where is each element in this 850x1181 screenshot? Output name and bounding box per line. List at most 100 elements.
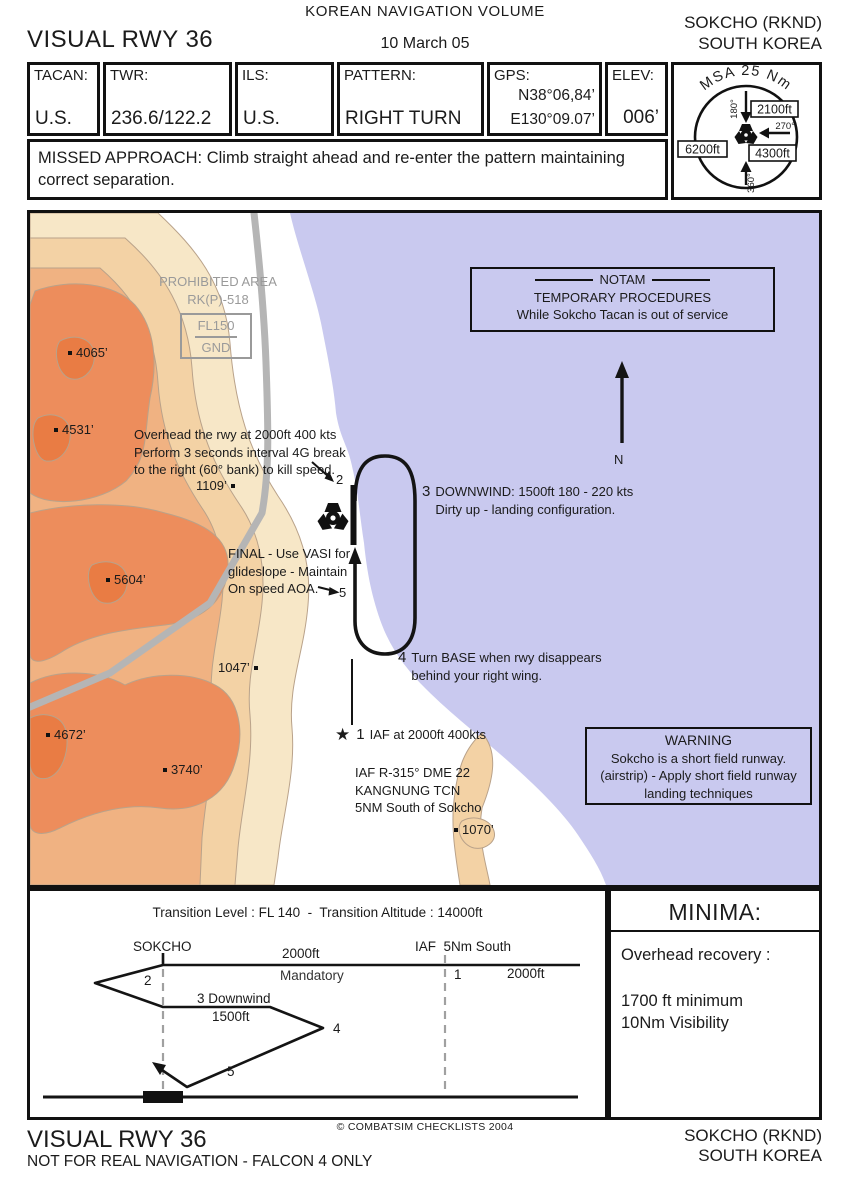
profile-1500ft-label: 1500ft	[212, 1009, 250, 1024]
gps-longitude: E130°09.07’	[510, 111, 595, 128]
msa-alt-4300-box	[748, 144, 797, 162]
elevation-label: 5604’	[114, 572, 146, 587]
runway-profile	[143, 1091, 183, 1103]
airport-name: SOKCHO (RKND)	[684, 13, 822, 32]
elevation-label: 4065’	[76, 345, 108, 360]
ils-label: ILS:	[242, 67, 269, 84]
minima-line1: Overhead recovery :	[621, 946, 771, 964]
elevation-dot	[253, 665, 258, 670]
notam-line1: TEMPORARY PROCEDURES	[533, 289, 712, 305]
msa-bearing-180: 180°	[729, 99, 740, 119]
elevation-dot	[46, 732, 50, 737]
elevation-spot: 1109’	[196, 477, 235, 495]
downwind-instructions: 3 DOWNWIND: 1500ft 180 - 220 kts Dirty u…	[422, 483, 633, 518]
pattern-cell: PATTERN: RIGHT TURN	[337, 62, 484, 136]
elevation-dot	[54, 427, 58, 432]
profile-svg	[43, 953, 580, 1103]
ils-cell: ILS: U.S.	[235, 62, 334, 136]
downwind-line2: Dirty up - landing configuration.	[435, 501, 616, 517]
base-line2: behind your right wing.	[411, 667, 543, 683]
north-arrowhead-icon	[615, 361, 629, 378]
profile-2000ft-right-label: 2000ft	[507, 966, 545, 981]
minima-panel: MINIMA: Overhead recovery : 1700 ft mini…	[608, 888, 822, 1120]
elevation-label: 1047’	[218, 660, 250, 675]
prohibited-line1: PROHIBITED AREA	[159, 274, 277, 289]
prohibited-area-label: PROHIBITED AREA RK(P)-518	[148, 273, 288, 308]
notam-box: NOTAM TEMPORARY PROCEDURES While Sokcho …	[470, 267, 775, 332]
msa-alt-6200-box	[677, 140, 728, 158]
msa-arrowhead-270-icon	[759, 127, 769, 139]
elevation-label: 4531’	[62, 422, 94, 437]
profile-point-5: 5	[227, 1064, 235, 1079]
minima-line2: 1700 ft minimum	[621, 992, 743, 1010]
msa-alt-6200: 6200ft	[685, 143, 720, 157]
elevation-dot	[106, 577, 110, 582]
profile-path	[93, 963, 580, 1089]
elevation-spot: 1047’	[218, 659, 258, 677]
tower-label: TWR:	[110, 67, 149, 84]
transition-text: Transition Level : FL 140 - Transition A…	[152, 905, 483, 920]
iaf-point: ★ 1 IAF at 2000ft 400kts	[335, 726, 486, 744]
tower-cell: TWR: 236.6/122.2	[103, 62, 232, 136]
pattern-point-1: 1	[356, 726, 365, 743]
elevation-spot: 4065’	[68, 344, 108, 362]
notam-title: NOTAM	[599, 272, 646, 287]
tacan-label: TACAN:	[34, 67, 88, 84]
elevation-label: 3740’	[171, 762, 203, 777]
notam-dash-left	[534, 278, 593, 281]
minima-title: MINIMA:	[611, 891, 819, 932]
downwind-line1: DOWNWIND: 1500ft 180 - 220 kts	[435, 484, 634, 499]
final-line2: glideslope - Maintain	[228, 563, 348, 579]
profile-2000ft-label: 2000ft	[282, 946, 320, 961]
area-map: NOTAM TEMPORARY PROCEDURES While Sokcho …	[27, 210, 822, 888]
elevation-label: 1109’	[196, 478, 227, 493]
prohibited-line2: RK(P)-518	[187, 291, 249, 307]
pattern-point-5: 5	[339, 585, 347, 600]
final-line1: FINAL - Use VASI for	[228, 546, 351, 561]
volume-title: KOREAN NAVIGATION VOLUME	[305, 3, 545, 20]
iaf-info-line3: 5NM South of Sokcho	[355, 800, 482, 815]
elevation-spot: 3740’	[163, 761, 203, 779]
gps-label: GPS:	[494, 67, 530, 84]
elevation-label: ELEV:	[612, 67, 654, 84]
minima-line3: 10Nm Visibility	[621, 1014, 729, 1032]
notam-dash-right	[652, 278, 711, 281]
profile-arrowhead-icon	[152, 1062, 166, 1075]
msa-arrowhead-360-icon	[740, 161, 752, 172]
sea-region	[290, 213, 819, 885]
iaf-info-line2: KANGNUNG TCN	[355, 782, 461, 798]
elevation-dot	[230, 483, 235, 488]
warning-box: WARNING Sokcho is a short field runway. …	[585, 727, 812, 805]
profile-downwind-label: 3 Downwind	[197, 991, 271, 1006]
notam-line2: While Sokcho Tacan is out of service	[516, 307, 729, 322]
iaf-star-icon: ★	[335, 725, 351, 744]
profile-point-4: 4	[333, 1021, 341, 1036]
prohibited-altitude-box: FL150 GND	[180, 313, 252, 359]
overhead-line2: Perform 3 seconds interval 4G break	[134, 444, 346, 460]
airfield-symbol-icon	[317, 503, 349, 530]
iaf-info: IAF R-315° DME 22 KANGNUNG TCN 5NM South…	[355, 764, 481, 817]
msa-svg: MSA 25 Nm 180° 2100ft 270° 6200ft 4300ft…	[677, 63, 799, 193]
tacan-value: U.S.	[35, 108, 72, 129]
msa-alt-4300: 4300ft	[755, 147, 790, 161]
warning-line3: landing techniques	[644, 785, 753, 801]
pattern-point-4: 4	[398, 649, 407, 666]
gps-latitude: N38°06,84’	[518, 87, 595, 104]
elevation-spot: 1070’	[454, 821, 494, 839]
base-line1: Turn BASE when rwy disappears	[411, 650, 602, 665]
iaf-text: IAF at 2000ft 400kts	[369, 727, 486, 742]
copyright: © COMBATSIM CHECKLISTS 2004	[336, 1121, 514, 1133]
elevation-label: 4672’	[54, 727, 86, 742]
pattern-point-3: 3	[422, 483, 431, 500]
pattern-point-2: 2	[336, 472, 344, 487]
profile-iaf-label: IAF 5Nm South	[415, 939, 512, 954]
profile-view: Transition Level : FL 140 - Transition A…	[27, 888, 608, 1120]
warning-line1: Sokcho is a short field runway.	[610, 750, 787, 766]
tacan-cell: TACAN: U.S.	[27, 62, 100, 136]
footer-disclaimer: NOT FOR REAL NAVIGATION - FALCON 4 ONLY	[27, 1153, 373, 1170]
tower-value: 236.6/122.2	[111, 108, 212, 129]
footer-country: SOUTH KOREA	[698, 1146, 822, 1165]
profile-mandatory-label: Mandatory	[280, 968, 344, 983]
msa-alt-2100: 2100ft	[757, 103, 792, 117]
